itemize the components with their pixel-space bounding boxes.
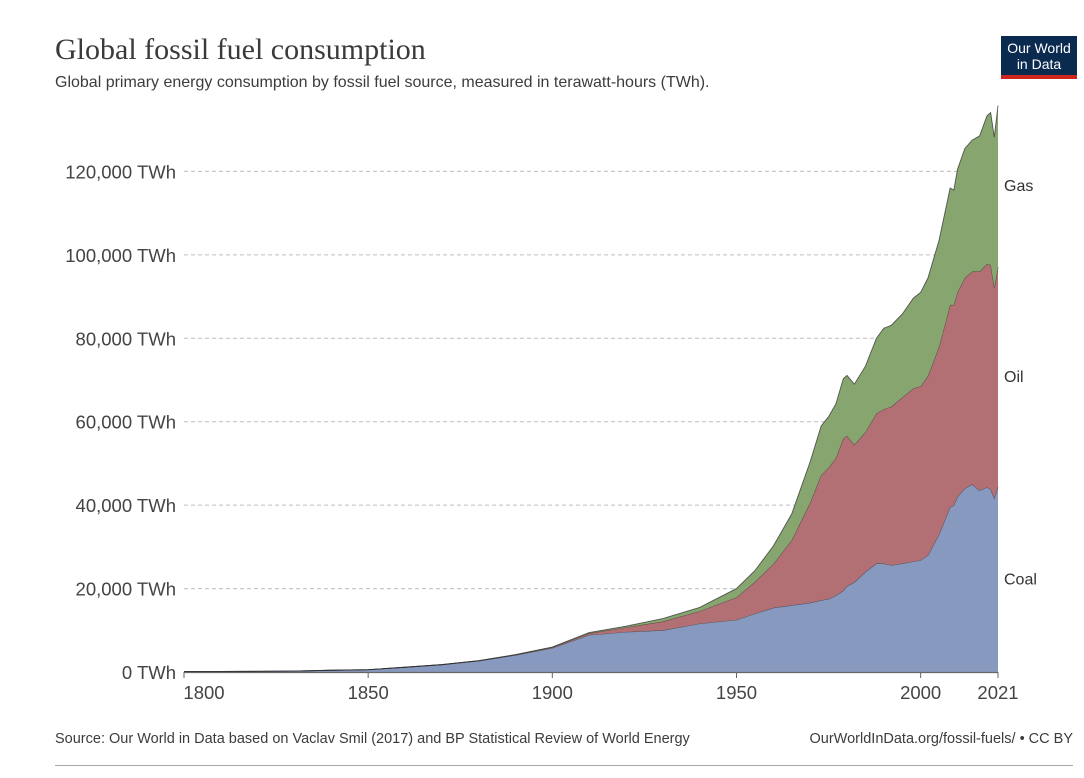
grid-lines (184, 170, 998, 590)
y-axis-ticks: 0 TWh 20,000 TWh 40,000 TWh 60,000 TWh 80,00… (65, 161, 176, 683)
y-tick-label: 60,000 TWh (76, 412, 176, 433)
logo-line-1: Our World (1007, 40, 1071, 56)
owid-logo[interactable]: Our World in Data (1001, 36, 1077, 79)
y-tick-label: 100,000 TWh (65, 245, 176, 266)
footer-divider (55, 765, 1073, 766)
x-tick-label: 1900 (532, 682, 573, 703)
owid-link[interactable]: OurWorldInData.org/fossil-fuels/ • CC BY (809, 731, 1073, 747)
x-tick-label: 1800 (183, 682, 224, 703)
y-tick-label: 80,000 TWh (76, 328, 176, 349)
x-axis-ticks: 1800 1850 1900 1950 2000 2021 (183, 671, 1019, 703)
series-label-gas: Gas (1004, 178, 1033, 195)
series-label-oil: Oil (1004, 369, 1024, 386)
series-label-coal: Coal (1004, 571, 1037, 588)
y-tick-label: 20,000 TWh (76, 579, 176, 600)
x-tick-label: 1950 (716, 682, 757, 703)
x-tick-label: 2021 (977, 682, 1018, 703)
area-edge-gas (183, 105, 999, 673)
area-series[interactable] (183, 105, 999, 673)
y-tick-label: 40,000 TWh (76, 495, 176, 516)
area-coal[interactable] (184, 484, 998, 672)
area-oil[interactable] (184, 264, 998, 672)
y-tick-label: 120,000 TWh (65, 161, 176, 182)
chart-title: Global fossil fuel consumption (55, 33, 426, 66)
x-tick-label: 2000 (900, 682, 941, 703)
y-tick-label: 0 TWh (122, 662, 176, 683)
logo-line-2: in Data (1016, 56, 1062, 72)
chart-subtitle: Global primary energy consumption by fos… (55, 74, 710, 91)
series-labels: Coal Oil Gas (1004, 178, 1037, 588)
source-note: Source: Our World in Data based on Vacla… (55, 731, 690, 747)
area-gas[interactable] (184, 105, 998, 672)
x-tick-label: 1850 (348, 682, 389, 703)
